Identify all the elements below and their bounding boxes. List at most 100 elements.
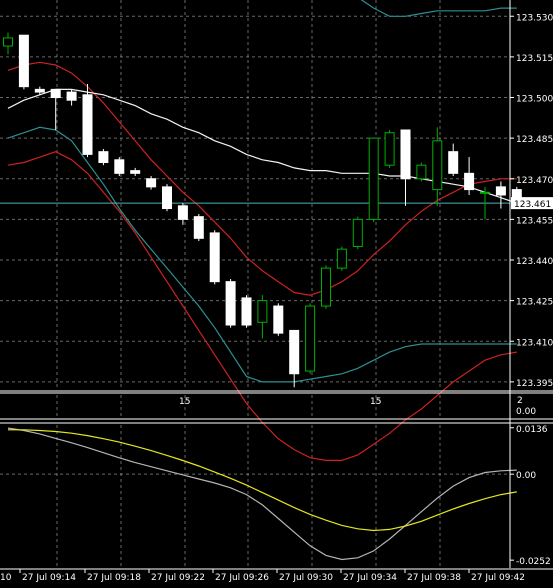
time-axis-label: 27 Jul 09:18	[87, 573, 141, 583]
candle-body	[464, 172, 475, 191]
candle-body	[34, 88, 45, 93]
bollinger-upper-outer-line	[360, 0, 517, 17]
time-axis-label: 27 Jul 09:26	[215, 573, 269, 583]
candlestick[interactable]	[193, 213, 204, 242]
price-tick-label: 123.410	[516, 338, 553, 348]
candle-body	[432, 140, 443, 191]
candlestick[interactable]	[352, 216, 363, 250]
candle-body	[384, 132, 395, 166]
indicator-strip-panel: 20.00 15 15	[179, 396, 536, 417]
candle-body	[225, 281, 236, 326]
candle-body	[321, 267, 331, 307]
strip-tick-label: 2	[517, 396, 523, 406]
candlestick[interactable]	[162, 184, 172, 212]
candlestick[interactable]	[480, 186, 490, 220]
candle-body	[416, 164, 427, 180]
candlestick[interactable]	[34, 86, 45, 95]
candle-body	[257, 300, 268, 323]
candlestick[interactable]	[400, 129, 411, 206]
candlestick[interactable]	[384, 130, 395, 168]
macd-tick-label: 0.00	[516, 471, 536, 481]
candlestick[interactable]	[146, 176, 157, 190]
moving-average-line	[7, 88, 517, 204]
candle-body	[18, 34, 29, 88]
candlestick[interactable]	[336, 246, 347, 271]
candle-body	[193, 216, 204, 239]
candlestick[interactable]	[241, 295, 252, 328]
main-price-panel[interactable]	[0, 0, 522, 461]
time-axis-label: 27 Jul 09:30	[279, 573, 333, 583]
current-price-label: 123.461	[514, 200, 551, 210]
candlestick[interactable]	[495, 181, 506, 209]
envelope-upper-line	[7, 61, 517, 296]
candle-body	[50, 88, 61, 98]
candlestick[interactable]	[18, 34, 29, 90]
candlestick[interactable]	[448, 143, 459, 177]
time-axis-label: 27 Jul 09:38	[407, 573, 461, 583]
candle-body	[66, 91, 77, 101]
price-tick-label: 123.425	[516, 298, 553, 308]
bollinger-lower-outer-line	[7, 126, 517, 383]
candlestick[interactable]	[114, 157, 125, 177]
candlestick[interactable]	[50, 88, 61, 130]
price-tick-label: 123.530	[516, 13, 553, 23]
candle-body	[448, 151, 459, 174]
candlestick[interactable]	[464, 157, 475, 195]
price-tick-label: 123.440	[516, 257, 553, 267]
candle-body	[368, 137, 379, 220]
candlestick[interactable]	[3, 32, 13, 55]
candle-body	[305, 305, 316, 372]
candle-body	[209, 232, 220, 283]
current-price-badge	[511, 197, 553, 210]
candlestick[interactable]	[98, 148, 109, 166]
candle-body	[400, 129, 411, 180]
candlestick[interactable]	[273, 303, 284, 336]
candle-body	[162, 186, 172, 210]
time-axis-label: 27 Jul 09:14	[22, 573, 76, 583]
candle-body	[3, 37, 13, 47]
candlestick[interactable]	[432, 127, 443, 206]
strip-grid-label: 15	[179, 397, 190, 407]
candle-body	[289, 329, 300, 375]
price-tick-label: 123.455	[516, 216, 553, 226]
macd-panel[interactable]	[7, 427, 517, 561]
candle-body	[146, 178, 157, 188]
candlestick[interactable]	[130, 167, 141, 177]
price-tick-label: 123.470	[516, 176, 553, 186]
price-tick-label: 123.395	[516, 379, 553, 389]
macd-tick-label: 0.0136	[516, 425, 548, 435]
candlestick[interactable]	[82, 83, 93, 158]
time-axis-label: 27 Jul 09:22	[151, 573, 205, 583]
candle-body	[241, 297, 252, 326]
candle-body	[352, 218, 363, 247]
candlestick[interactable]	[257, 295, 268, 339]
candlestick[interactable]	[66, 89, 77, 106]
candlestick[interactable]	[368, 137, 379, 223]
candle-body	[98, 151, 109, 164]
price-tick-label: 123.500	[516, 95, 553, 105]
candle-body	[130, 170, 141, 174]
candlestick[interactable]	[305, 303, 316, 374]
candlestick[interactable]	[289, 329, 300, 388]
candle-body	[336, 248, 347, 269]
candle-body	[480, 191, 490, 194]
macd-main-line	[7, 427, 517, 561]
candlestick[interactable]	[416, 162, 427, 182]
candlestick[interactable]	[177, 203, 188, 225]
candlestick[interactable]	[209, 230, 220, 285]
strip-tick-label: 0.00	[516, 407, 536, 417]
candlestick[interactable]	[321, 265, 331, 309]
macd-signal-line	[8, 429, 517, 532]
candle-body	[495, 186, 506, 196]
strip-grid-label: 15	[370, 397, 381, 407]
macd-tick-label: -0.0252	[516, 557, 551, 567]
candlestick[interactable]	[225, 278, 236, 328]
candle-body	[273, 305, 284, 334]
candle-body	[177, 205, 188, 220]
time-axis-label: 10	[0, 573, 12, 583]
time-axis-label: 27 Jul 09:42	[471, 573, 525, 583]
